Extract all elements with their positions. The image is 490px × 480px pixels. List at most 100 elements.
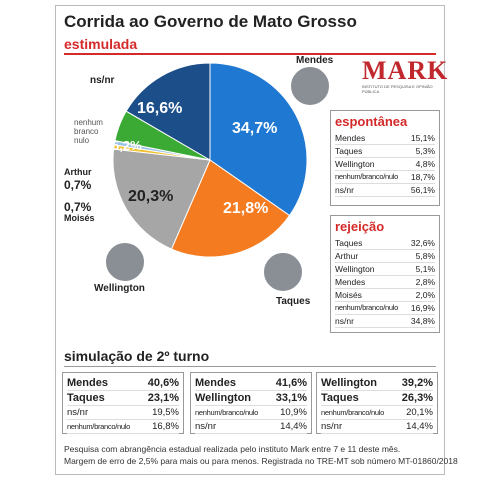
table-row: ns/nr 56,1% — [335, 184, 435, 197]
value-label: 20,3% — [128, 188, 174, 205]
cell-value: 34,8% — [410, 316, 435, 326]
footer-line: Pesquisa com abrangência estadual realiz… — [64, 444, 401, 454]
table-row: nenhum/branco/nulo 20,1% — [321, 406, 433, 420]
box-title: espontânea — [335, 114, 408, 129]
value-label: 5,2% — [112, 138, 142, 153]
cell-label: nenhum/branco/nulo — [321, 408, 384, 417]
cell-label: ns/nr — [321, 421, 343, 432]
cell-value: 5,3% — [415, 146, 435, 156]
runoff-title: simulação de 2º turno — [64, 348, 210, 364]
cell-value: 20,1% — [406, 407, 433, 418]
cell-label: Wellington — [321, 377, 378, 389]
value-label: 34,7% — [232, 120, 278, 137]
cell-value: 14,4% — [406, 421, 433, 432]
slice-label: ns/nr — [90, 75, 115, 86]
value-label: 0,7% — [64, 178, 92, 192]
table-row: Mendes 2,8% — [335, 276, 435, 289]
cell-value: 5,8% — [415, 251, 435, 261]
cell-label: ns/nr — [195, 421, 217, 432]
cell-value: 56,1% — [410, 185, 435, 195]
table-row: Wellington 39,2% — [321, 376, 433, 391]
cell-label: Taques — [335, 238, 363, 248]
cell-label: Mendes — [335, 133, 366, 143]
cell-value: 10,9% — [280, 407, 307, 418]
cell-label: ns/nr — [335, 316, 354, 326]
logo: MARK — [362, 56, 449, 85]
pie-slice — [170, 159, 291, 258]
cell-value: 15,1% — [410, 133, 435, 143]
table-row: Wellington 5,1% — [335, 263, 435, 276]
table-row: Taques 26,3% — [321, 391, 433, 406]
table-row: Moisés 2,0% — [335, 289, 435, 302]
photo — [262, 251, 304, 293]
cell-label: nenhum/branco/nulo — [195, 408, 258, 417]
cell-value: 19,5% — [152, 407, 179, 418]
cell-label: Wellington — [335, 159, 375, 169]
table-row: nenhum/branco/nulo 10,9% — [195, 406, 307, 420]
title: Corrida ao Governo de Mato Grosso — [64, 12, 357, 31]
value-label: 21,8% — [223, 200, 269, 217]
cell-label: Mendes — [67, 377, 108, 389]
box-title: rejeição — [335, 219, 385, 234]
table-row: nenhum/branco/nulo 16,9% — [335, 302, 435, 315]
frame — [55, 5, 445, 475]
value-label: 0,7% — [64, 200, 92, 214]
footer: Pesquisa com abrangência estadual realiz… — [64, 443, 458, 467]
cell-value: 39,2% — [401, 377, 433, 389]
slice-label: Arthur — [64, 167, 92, 177]
cell-label: ns/nr — [335, 185, 354, 195]
cell-value: 14,4% — [280, 421, 307, 432]
table-row: Taques 23,1% — [67, 391, 179, 406]
slice-label: Moisés — [64, 213, 95, 223]
table-row: Taques 32,6% — [335, 237, 435, 250]
slice-label: Wellington — [94, 283, 145, 294]
table-row: Mendes 41,6% — [195, 376, 307, 391]
slice-label: Mendes — [296, 55, 334, 66]
cell-value: 23,1% — [147, 392, 179, 404]
cell-value: 40,6% — [147, 377, 179, 389]
cell-label: nenhum/branco/nulo — [335, 172, 398, 181]
table-row: nenhum/branco/nulo 16,8% — [67, 420, 179, 434]
runoff-box: Wellington 39,2% Taques 26,3% nenhum/branco/… — [316, 372, 438, 434]
cell-label: Taques — [67, 392, 105, 404]
photo — [104, 241, 146, 283]
pie-slice — [112, 148, 211, 250]
rejection-box: rejeição Taques 32,6% Arthur 5,8% Wellington 5… — [330, 215, 440, 333]
cell-value: 18,7% — [410, 172, 435, 182]
cell-value: 16,8% — [152, 421, 179, 432]
cell-value: 16,9% — [410, 303, 435, 313]
cell-value: 4,8% — [415, 159, 435, 169]
table-row: ns/nr 19,5% — [67, 406, 179, 420]
cell-value: 2,8% — [415, 277, 435, 287]
divider — [64, 366, 436, 367]
table-row: ns/nr 34,8% — [335, 315, 435, 328]
table-row: Taques 5,3% — [335, 145, 435, 158]
subtitle: estimulada — [64, 36, 138, 52]
cell-value: 2,0% — [415, 290, 435, 300]
value-label: 16,6% — [137, 100, 183, 117]
cell-label: Moisés — [335, 290, 362, 300]
cell-label: ns/nr — [67, 407, 89, 418]
runoff-box: Mendes 41,6% Wellington 33,1% nenhum/branco/… — [190, 372, 312, 434]
cell-label: nenhum/branco/nulo — [335, 303, 398, 312]
cell-label: nenhum/branco/nulo — [67, 422, 130, 431]
footer-line: Margem de erro de 2,5% para mais ou para… — [64, 456, 458, 466]
table-row: Mendes 40,6% — [67, 376, 179, 391]
cell-label: Taques — [321, 392, 359, 404]
table-row: Arthur 5,8% — [335, 250, 435, 263]
spontaneous-box: espontânea Mendes 15,1% Taques 5,3% Wellingto… — [330, 110, 440, 206]
pie-slice — [125, 62, 211, 161]
photo — [289, 65, 331, 107]
cell-value: 5,1% — [415, 264, 435, 274]
table-row: nenhum/branco/nulo 18,7% — [335, 171, 435, 184]
cell-value: 41,6% — [275, 377, 307, 389]
cell-label: Wellington — [195, 392, 252, 404]
cell-value: 33,1% — [275, 392, 307, 404]
cell-label: Mendes — [335, 277, 366, 287]
runoff-box: Mendes 40,6% Taques 23,1% ns/nr 19,5% nenhum/b… — [62, 372, 184, 434]
slice-label: nenhum branco nulo — [74, 118, 103, 145]
logo-tagline: INSTITUTO DE PESQUISA E OPINIÃO PÚBLICA — [362, 84, 433, 94]
pie-slice — [209, 62, 308, 217]
